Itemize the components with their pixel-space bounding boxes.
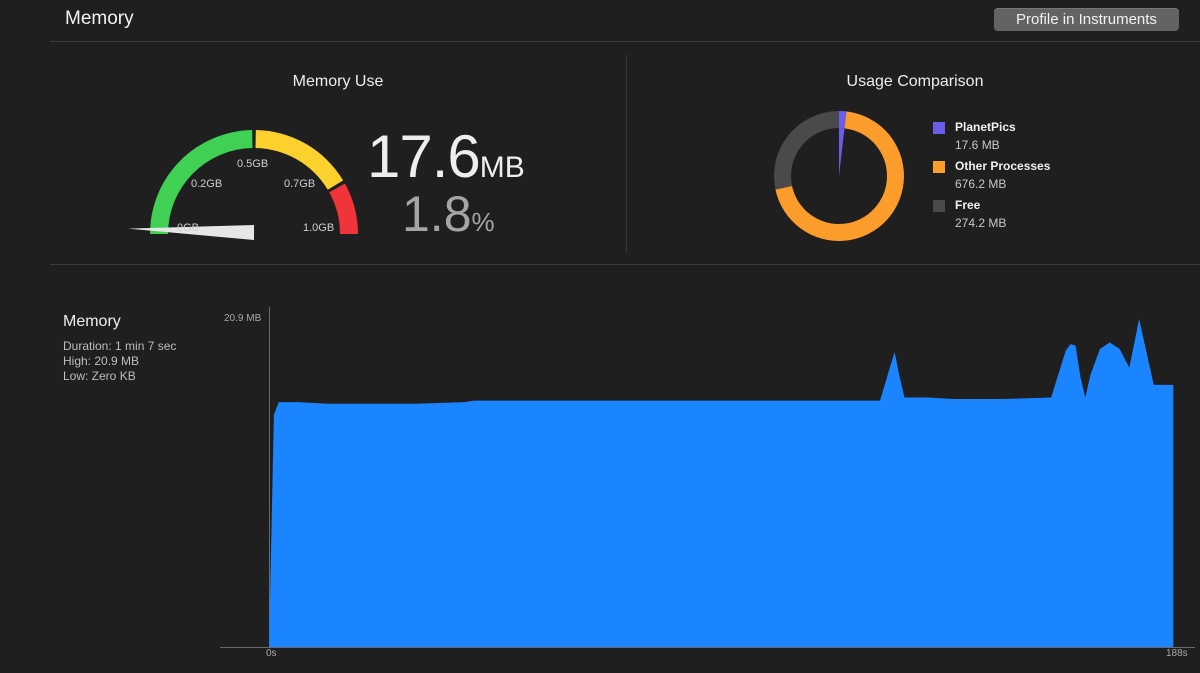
x-axis-end-label: 188s	[1166, 648, 1188, 659]
memory-percent-unit: %	[471, 207, 495, 237]
stats-low: Low: Zero KB	[63, 369, 136, 383]
memory-percent: 1.8%	[402, 185, 495, 243]
gauge-label-0.5gb: 0.5GB	[237, 158, 269, 170]
legend-swatch	[933, 122, 945, 134]
legend-swatch	[933, 161, 945, 173]
stats-high: High: 20.9 MB	[63, 354, 140, 368]
gauge-label-1.0gb: 1.0GB	[303, 222, 335, 234]
header-bar: Memory Profile in Instruments	[50, 0, 1200, 42]
gauge-label-0.7gb: 0.7GB	[284, 178, 316, 190]
legend-name: Other Processes	[955, 159, 1051, 173]
page-title: Memory	[65, 8, 134, 29]
legend-name: PlanetPics	[955, 120, 1016, 134]
legend-name: Free	[955, 198, 981, 212]
gauge-label-0gb: 0GB	[177, 222, 200, 234]
profile-in-instruments-button[interactable]: Profile in Instruments	[994, 8, 1179, 31]
donut-slice-other-processes	[775, 111, 904, 242]
donut-slice-planetpics	[839, 111, 847, 129]
section-divider-horizontal	[50, 264, 1200, 265]
memory-value-unit: MB	[479, 151, 525, 184]
memory-stats: Memory Duration: 1 min 7 sec High: 20.9 …	[63, 313, 176, 384]
y-axis-max-label: 20.9 MB	[224, 313, 262, 324]
memory-value: 17.6MB	[367, 122, 525, 191]
usage-comparison-title: Usage Comparison	[846, 73, 984, 90]
memory-area-series	[269, 319, 1174, 647]
section-divider-vertical	[626, 55, 627, 253]
x-axis-start-label: 0s	[266, 648, 277, 659]
memory-percent-number: 1.8	[402, 186, 472, 242]
gauge-label-0.2gb: 0.2GB	[191, 178, 223, 190]
memory-value-number: 17.6	[367, 123, 481, 190]
donut-slice-free	[774, 111, 839, 190]
donut-center-wedge	[839, 128, 845, 176]
legend-value: 17.6 MB	[955, 138, 1000, 152]
memory-stats-title: Memory	[63, 313, 121, 330]
memory-use-title: Memory Use	[292, 73, 384, 90]
legend-value: 274.2 MB	[955, 216, 1007, 230]
stats-duration: Duration: 1 min 7 sec	[63, 339, 177, 353]
legend-swatch	[933, 200, 945, 212]
legend-value: 676.2 MB	[955, 177, 1007, 191]
